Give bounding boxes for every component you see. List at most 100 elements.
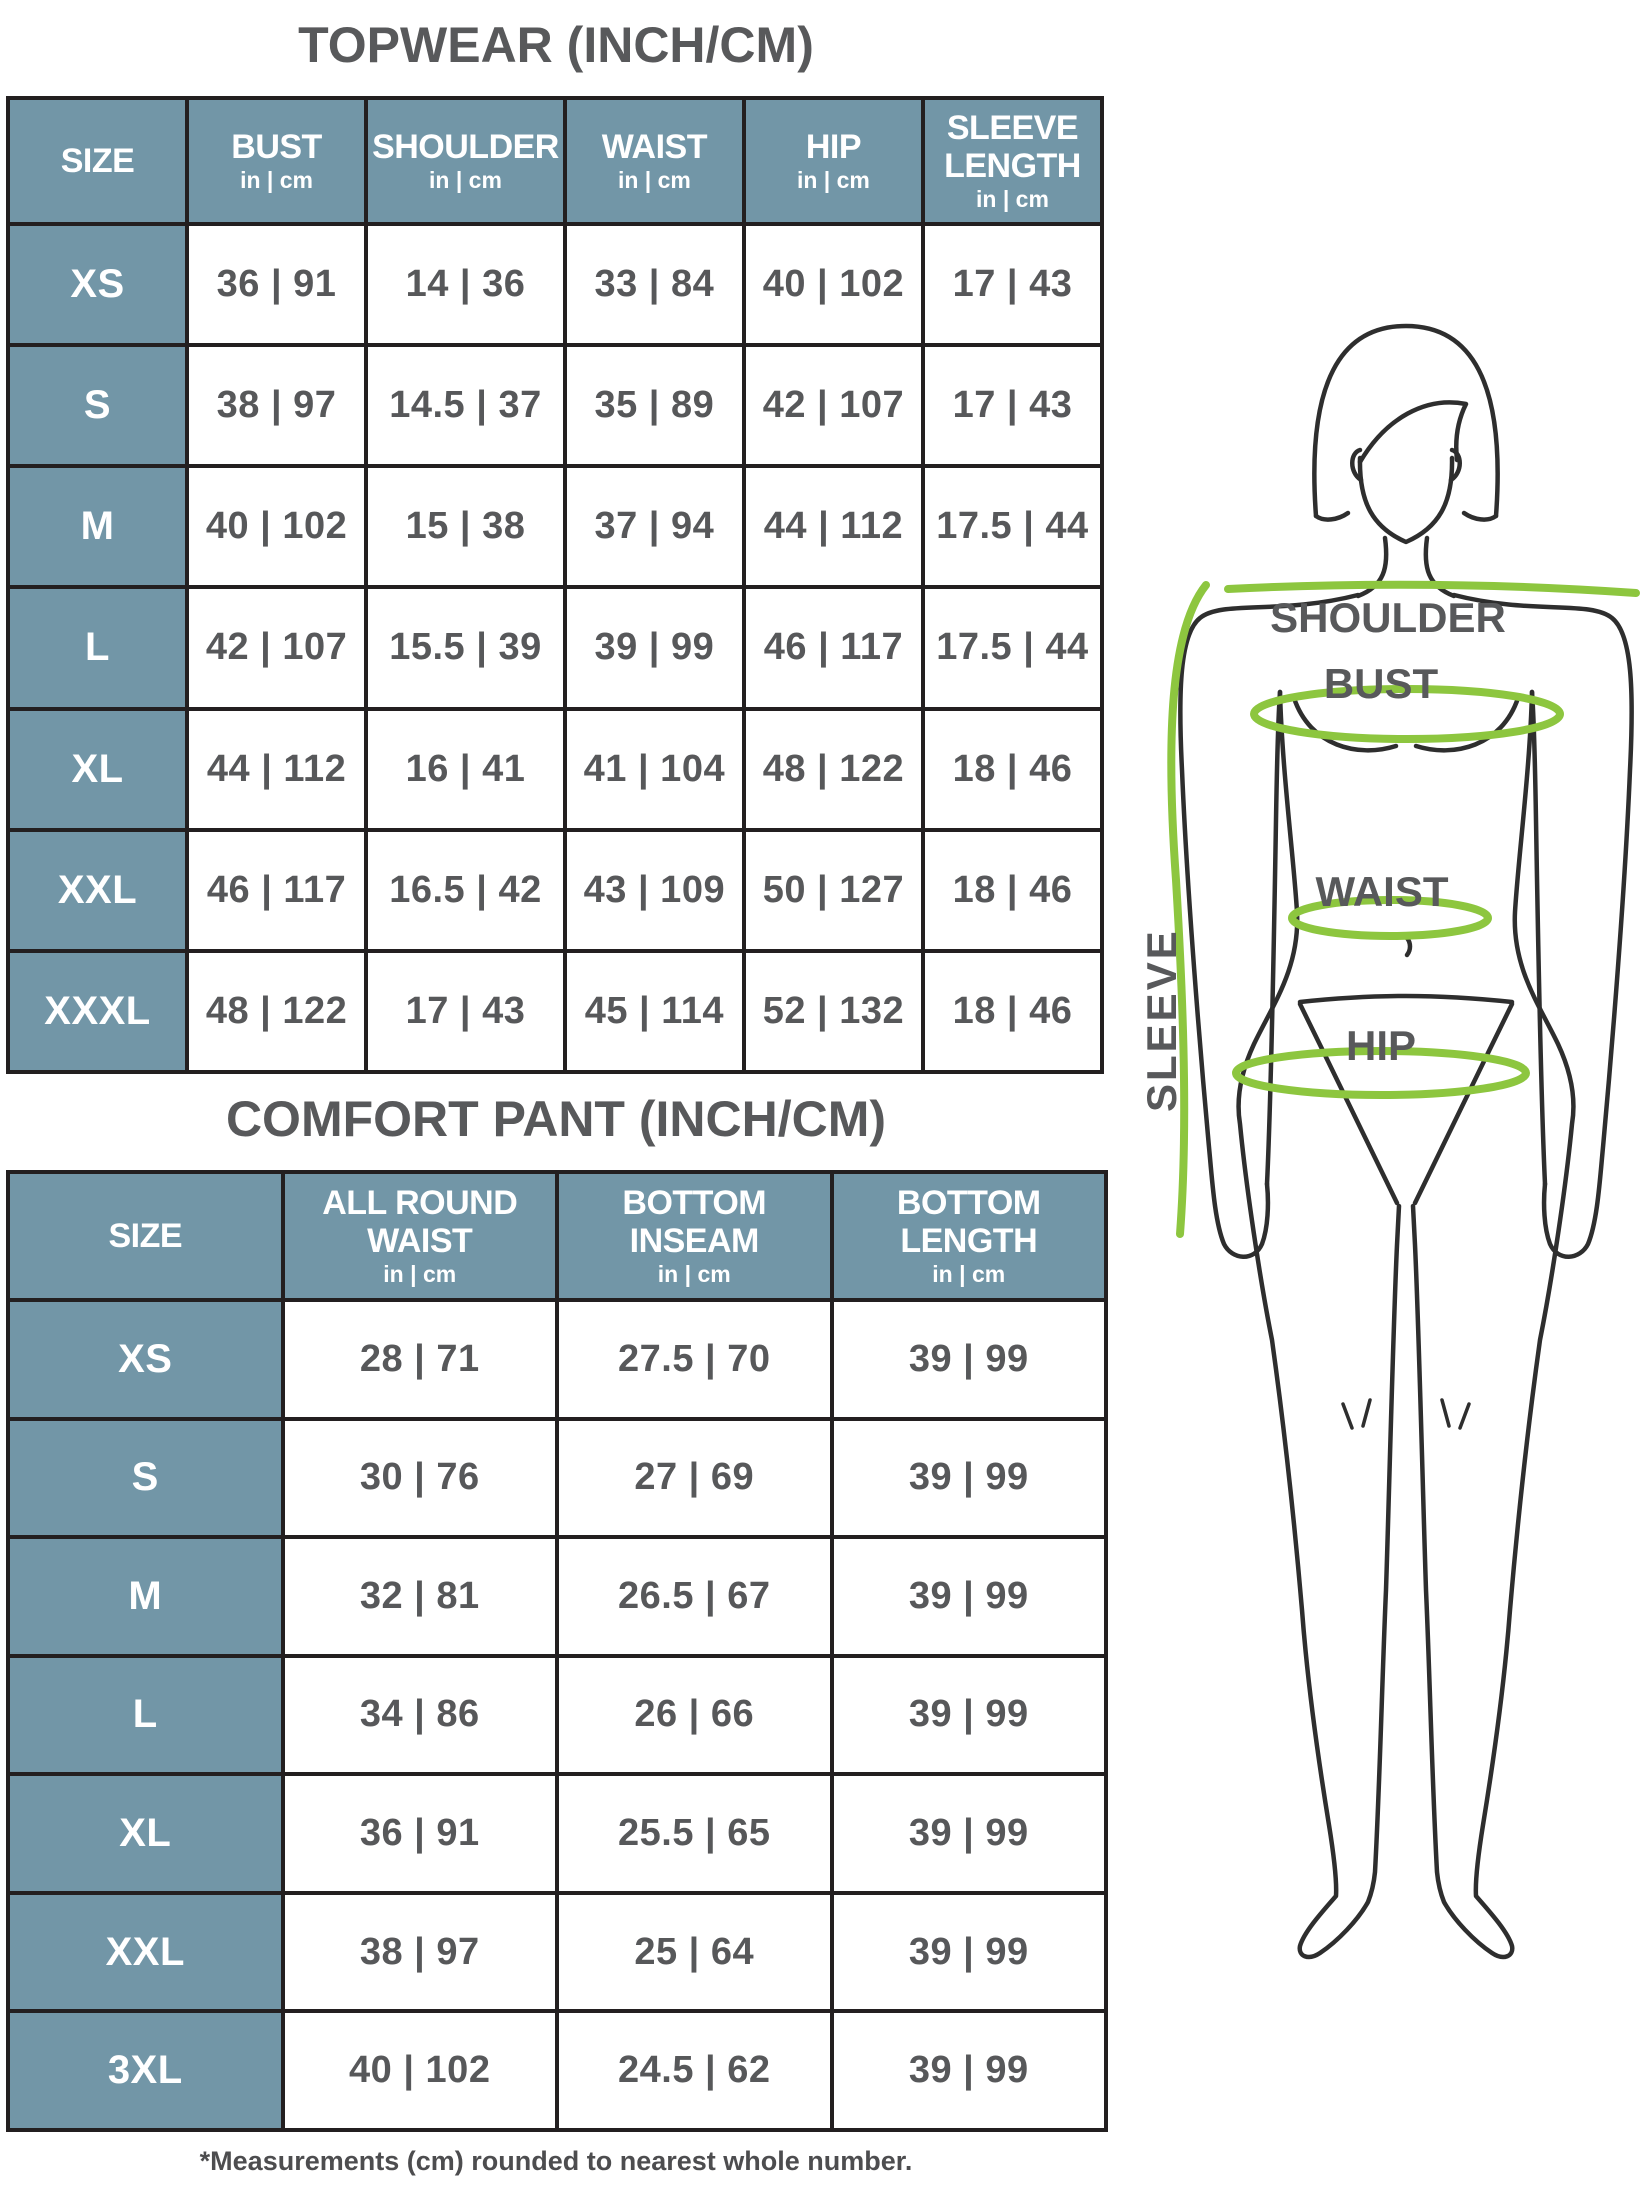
table-cell: 26.5 | 67 <box>559 1539 830 1654</box>
comfort-pant-title: COMFORT PANT (INCH/CM) <box>225 1091 887 1147</box>
table-cell: 41 | 104 <box>566 710 742 828</box>
table-cell: 34 | 86 <box>284 1657 555 1773</box>
sleeve-label: SLEEVE <box>1138 928 1185 1112</box>
column-label: HIP <box>805 128 862 167</box>
table-cell: 39 | 99 <box>833 1420 1104 1536</box>
pant-header-size: SIZE <box>10 1174 281 1298</box>
table-cell: 28 | 71 <box>284 1302 555 1417</box>
table-cell: 18 | 46 <box>924 952 1100 1070</box>
table-cell: 44 | 112 <box>745 468 921 586</box>
size-cell: XL <box>10 710 186 828</box>
table-cell: 18 | 46 <box>924 710 1100 828</box>
column-label: SIZE <box>60 141 135 180</box>
topwear-header-bust: BUST in | cm <box>189 100 365 222</box>
column-label: WAIST <box>601 128 708 167</box>
table-cell: 42 | 107 <box>745 347 921 465</box>
hip-label: HIP <box>1346 1022 1416 1069</box>
column-label: BOTTOM LENGTH <box>896 1184 1041 1261</box>
table-cell: 40 | 102 <box>284 2013 555 2128</box>
column-label: BOTTOM INSEAM <box>622 1184 767 1261</box>
table-cell: 18 | 46 <box>924 831 1100 949</box>
table-cell: 24.5 | 62 <box>559 2013 830 2128</box>
table-cell: 30 | 76 <box>284 1420 555 1536</box>
table-cell: 40 | 102 <box>189 468 365 586</box>
table-cell: 26 | 66 <box>559 1657 830 1773</box>
bust-label: BUST <box>1324 660 1439 707</box>
pant-header-all-round-waist: ALL ROUND WAIST in | cm <box>284 1174 555 1298</box>
table-cell: 32 | 81 <box>284 1539 555 1654</box>
table-cell: 27 | 69 <box>559 1420 830 1536</box>
size-cell: XXXL <box>10 952 186 1070</box>
table-cell: 39 | 99 <box>833 1894 1104 2010</box>
table-cell: 39 | 99 <box>566 589 742 707</box>
bust-measure-ellipse <box>1250 685 1564 743</box>
table-cell: 17 | 43 <box>924 226 1100 344</box>
column-unit-label: in | cm <box>976 186 1049 213</box>
table-cell: 16.5 | 42 <box>368 831 563 949</box>
waist-measure-ellipse <box>1288 896 1492 940</box>
table-cell: 39 | 99 <box>833 1302 1104 1417</box>
table-cell: 46 | 117 <box>745 589 921 707</box>
size-cell: XS <box>10 226 186 344</box>
size-cell: XS <box>10 1302 281 1417</box>
table-cell: 27.5 | 70 <box>559 1302 830 1417</box>
column-unit-label: in | cm <box>240 167 313 194</box>
table-cell: 16 | 41 <box>368 710 563 828</box>
table-cell: 50 | 127 <box>745 831 921 949</box>
topwear-header-shoulder: SHOULDER in | cm <box>368 100 563 222</box>
topwear-table: SIZE BUST in | cm SHOULDER in | cm WAIST in… <box>6 96 1104 1074</box>
table-cell: 17.5 | 44 <box>924 589 1100 707</box>
sleeve-measure-line <box>1167 581 1210 1238</box>
table-cell: 14.5 | 37 <box>368 347 563 465</box>
column-label: SLEEVE LENGTH <box>944 109 1081 186</box>
table-cell: 17 | 43 <box>368 952 563 1070</box>
table-cell: 48 | 122 <box>189 952 365 1070</box>
table-cell: 39 | 99 <box>833 1539 1104 1654</box>
table-cell: 17 | 43 <box>924 347 1100 465</box>
table-cell: 15.5 | 39 <box>368 589 563 707</box>
size-cell: XXL <box>10 831 186 949</box>
column-label: SHOULDER <box>372 128 559 167</box>
topwear-header-waist: WAIST in | cm <box>566 100 742 222</box>
woman-outline <box>1178 323 1634 1960</box>
table-cell: 52 | 132 <box>745 952 921 1070</box>
column-label: ALL ROUND WAIST <box>322 1184 518 1261</box>
table-cell: 42 | 107 <box>189 589 365 707</box>
shoulder-label: SHOULDER <box>1270 594 1506 641</box>
shoulder-measure-line <box>1224 580 1640 597</box>
column-unit-label: in | cm <box>657 1261 731 1288</box>
column-unit-label: in | cm <box>932 1261 1006 1288</box>
table-cell: 36 | 91 <box>284 1776 555 1891</box>
size-cell: S <box>10 347 186 465</box>
table-cell: 33 | 84 <box>566 226 742 344</box>
topwear-header-sleeve-length: SLEEVE LENGTH in | cm <box>924 100 1100 222</box>
table-cell: 25 | 64 <box>559 1894 830 2010</box>
column-unit-label: in | cm <box>383 1261 457 1288</box>
table-cell: 39 | 99 <box>833 1657 1104 1773</box>
table-cell: 43 | 109 <box>566 831 742 949</box>
table-cell: 17.5 | 44 <box>924 468 1100 586</box>
pant-header-bottom-length: BOTTOM LENGTH in | cm <box>833 1174 1104 1298</box>
table-cell: 14 | 36 <box>368 226 563 344</box>
waist-label: WAIST <box>1316 868 1449 915</box>
size-cell: M <box>10 468 186 586</box>
table-cell: 35 | 89 <box>566 347 742 465</box>
topwear-header-size: SIZE <box>10 100 186 222</box>
table-cell: 40 | 102 <box>745 226 921 344</box>
table-cell: 39 | 99 <box>833 1776 1104 1891</box>
column-unit-label: in | cm <box>617 167 691 194</box>
column-unit-label: in | cm <box>429 167 502 194</box>
body-measurement-figure: SHOULDER BUST WAIST HIP SLEEVE <box>1130 300 1652 1960</box>
comfort-pant-table: SIZE ALL ROUND WAIST in | cm BOTTOM INSEA… <box>6 1170 1108 2132</box>
column-unit-label: in | cm <box>796 167 870 194</box>
size-cell: S <box>10 1420 281 1536</box>
table-cell: 37 | 94 <box>566 468 742 586</box>
hip-measure-ellipse <box>1232 1047 1530 1099</box>
table-cell: 38 | 97 <box>284 1894 555 2010</box>
table-cell: 48 | 122 <box>745 710 921 828</box>
size-cell: 3XL <box>10 2013 281 2128</box>
table-cell: 15 | 38 <box>368 468 563 586</box>
column-label: SIZE <box>108 1216 183 1255</box>
table-cell: 45 | 114 <box>566 952 742 1070</box>
